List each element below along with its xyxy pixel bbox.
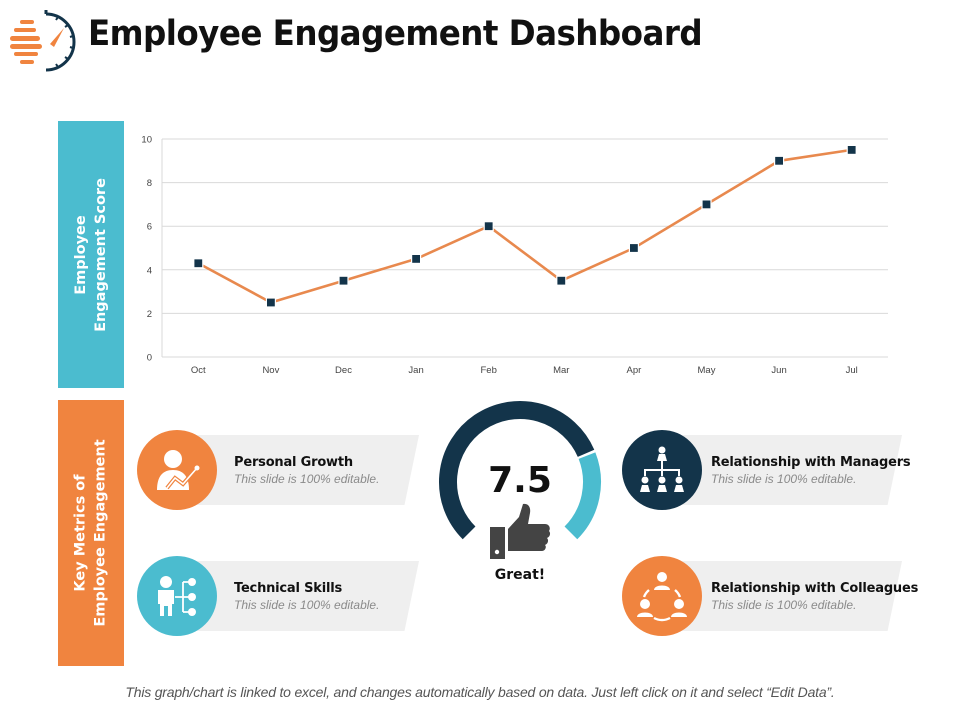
metric-title: Relationship with Managers: [711, 455, 911, 470]
y-tick-label: 10: [141, 135, 152, 146]
key-metrics-label-line2: Employee Engagement: [93, 439, 110, 627]
x-tick-label: Jan: [408, 365, 423, 376]
gauge-arc: [439, 401, 601, 540]
series-line: [197, 148, 852, 304]
chart-canvas: 0 2 4 6 8 10 Oct Nov Dec Jan Feb Mar Apr May Jun Jul: [141, 135, 888, 376]
x-tick-label: Jul: [846, 365, 858, 376]
key-metrics-label-line1: Key Metrics of: [73, 474, 90, 592]
metric-subtitle: This slide is 100% editable.: [711, 598, 857, 612]
engagement-score-label-line2: Engagement Score: [93, 177, 109, 332]
metric-relationship-managers[interactable]: Relationship with Managers This slide is…: [622, 430, 911, 510]
metric-title: Personal Growth: [234, 455, 353, 470]
y-tick-label: 0: [147, 353, 152, 364]
data-point-marker: [701, 199, 712, 210]
data-point-marker: [483, 221, 494, 232]
series-layer: [193, 144, 857, 308]
x-tick-label: May: [698, 365, 716, 376]
engagement-line-chart[interactable]: 0 2 4 6 8 10 Oct Nov Dec Jan Feb Mar Apr May Jun Jul: [126, 126, 906, 390]
metric-personal-growth[interactable]: Personal Growth This slide is 100% edita…: [137, 430, 419, 510]
gauge-filled-arc: [439, 401, 595, 540]
gauge-label: Great!: [494, 567, 546, 583]
x-tick-label: Mar: [553, 365, 569, 376]
person-growth-icon: [137, 430, 217, 510]
metric-band: [662, 561, 902, 631]
x-tick-label: Apr: [627, 365, 642, 376]
x-tick-label: Dec: [335, 365, 352, 376]
stopwatch-speed-icon: [6, 6, 80, 74]
metric-band: [177, 561, 419, 631]
metric-title: Relationship with Colleagues: [711, 581, 919, 596]
data-point-marker: [773, 155, 785, 166]
metric-band: [177, 435, 419, 505]
x-tick-label: Jun: [771, 365, 786, 376]
metric-subtitle: This slide is 100% editable.: [234, 472, 380, 486]
metric-subtitle: This slide is 100% editable.: [234, 598, 380, 612]
y-axis-ticks: 0 2 4 6 8 10: [141, 135, 152, 364]
y-tick-label: 8: [147, 178, 152, 189]
person-skills-tree-icon: [137, 556, 217, 636]
metric-title: Technical Skills: [234, 581, 343, 596]
footnote: This graph/chart is linked to excel, and…: [125, 684, 835, 700]
x-tick-label: Feb: [481, 365, 497, 376]
data-point-marker: [846, 144, 857, 155]
data-point-marker: [265, 297, 276, 308]
engagement-gauge: 7.5 Great!: [432, 400, 608, 590]
y-tick-label: 6: [147, 222, 152, 233]
team-circle-icon: [622, 556, 702, 636]
metric-subtitle: This slide is 100% editable.: [711, 472, 857, 486]
grid-layer: [161, 138, 888, 358]
key-metrics-tab: Key Metrics of Employee Engagement: [58, 400, 124, 666]
x-tick-label: Oct: [191, 365, 206, 376]
data-point-marker: [193, 258, 204, 269]
thumbs-up-icon: [489, 503, 551, 561]
data-point-marker: [411, 253, 422, 264]
metric-relationship-colleagues[interactable]: Relationship with Colleagues This slide …: [622, 556, 918, 636]
engagement-score-label-line1: Employee: [73, 214, 89, 295]
metric-technical-skills[interactable]: Technical Skills This slide is 100% edit…: [137, 556, 419, 636]
y-tick-label: 4: [147, 265, 152, 276]
data-point-marker: [338, 275, 349, 286]
x-axis-ticks: Oct Nov Dec Jan Feb Mar Apr May Jun Jul: [191, 365, 858, 376]
gauge-remaining-arc: [564, 452, 601, 540]
engagement-score-tab: Employee Engagement Score: [58, 121, 124, 388]
y-tick-label: 2: [147, 309, 152, 320]
key-metrics-label: Key Metrics of Employee Engagement: [71, 439, 111, 626]
metric-band: [662, 435, 902, 505]
engagement-score-label: Employee Engagement Score: [71, 178, 111, 332]
x-tick-label: Nov: [262, 365, 279, 376]
org-hierarchy-icon: [622, 430, 702, 510]
data-point-marker: [628, 242, 639, 254]
data-point-marker: [556, 275, 567, 286]
gauge-value: 7.5: [488, 460, 552, 501]
page-title: Employee Engagement Dashboard: [88, 14, 703, 54]
